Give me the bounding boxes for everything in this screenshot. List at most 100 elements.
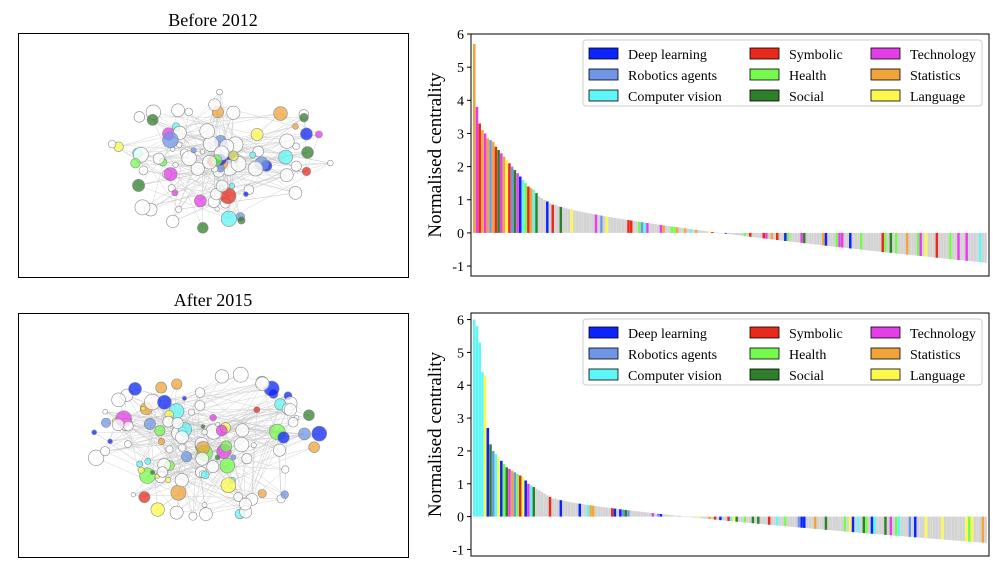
network-edge [110, 414, 170, 442]
network-node [233, 436, 250, 453]
centrality-bar [862, 232, 866, 250]
legend-label: Social [789, 369, 824, 384]
centrality-bar [629, 220, 633, 233]
network-plot-after [18, 313, 409, 558]
network-plot-before [18, 33, 409, 278]
centrality-bar [732, 232, 736, 235]
centrality-bar [589, 213, 592, 233]
network-edge [237, 458, 248, 498]
centrality-bar [778, 232, 782, 241]
centrality-bar [662, 225, 665, 233]
network-node [184, 107, 193, 117]
centrality-bar [897, 232, 901, 254]
network-node [128, 382, 142, 396]
centrality-bar [702, 230, 706, 233]
centrality-bar [527, 186, 530, 233]
centrality-bar [681, 227, 684, 233]
centrality-bar [508, 468, 511, 517]
network-node [279, 133, 295, 149]
centrality-bar [491, 141, 495, 233]
legend-label: Health [789, 348, 826, 363]
centrality-bar [765, 232, 768, 239]
network-node [301, 146, 314, 159]
centrality-bar [962, 232, 966, 261]
network-node [132, 179, 145, 192]
network-edge [147, 452, 205, 462]
network-edge [227, 465, 286, 470]
network-node [181, 451, 193, 463]
centrality-bar [475, 106, 479, 233]
legend-label: Robotics agents [628, 348, 717, 363]
centrality-bar [510, 166, 514, 233]
centrality-bar [867, 232, 871, 251]
network-node [257, 489, 267, 499]
legend-swatch [749, 368, 780, 381]
centrality-bar [954, 516, 958, 541]
network-node [130, 492, 136, 498]
network-node [152, 152, 165, 165]
network-edge [228, 449, 280, 486]
network-node [308, 441, 320, 453]
centrality-bar [762, 516, 766, 525]
centrality-bar [849, 232, 852, 249]
centrality-bar [813, 516, 817, 529]
centrality-bar [927, 232, 931, 257]
centrality-bar [978, 516, 982, 543]
centrality-bar [789, 516, 793, 527]
network-node [214, 454, 221, 461]
network-node [165, 445, 174, 454]
centrality-bar [919, 516, 922, 538]
network-edge [128, 426, 145, 498]
network-edge [147, 447, 204, 476]
centrality-bar [629, 510, 633, 517]
centrality-bar [819, 516, 822, 530]
centrality-bar [524, 183, 527, 233]
centrality-bar [835, 232, 839, 247]
network-edge [212, 383, 263, 418]
network-node [247, 160, 264, 177]
network-node [249, 151, 257, 159]
centrality-bar [643, 512, 646, 517]
centrality-bar [621, 219, 625, 233]
centrality-bar [781, 232, 784, 241]
centrality-bar [754, 232, 757, 238]
centrality-bar [556, 499, 560, 517]
centrality-bar [532, 487, 536, 517]
network-node [201, 501, 208, 508]
centrality-bar [949, 232, 952, 260]
y-tick-label: 4 [457, 379, 464, 394]
centrality-bar [711, 516, 714, 520]
centrality-bar [592, 214, 595, 233]
network-edge [153, 111, 222, 164]
centrality-bar [608, 507, 611, 517]
centrality-bar [838, 232, 841, 248]
legend-label: Statistics [910, 69, 961, 84]
centrality-bar [564, 208, 568, 233]
network-node [143, 418, 156, 430]
centrality-bar [757, 516, 760, 524]
network-node [298, 427, 311, 441]
centrality-bar [724, 232, 728, 234]
centrality-bar [941, 516, 944, 540]
network-node [201, 429, 208, 436]
centrality-bar [965, 232, 968, 261]
y-axis-label: Normalised centrality [425, 72, 446, 238]
network-edge [200, 471, 246, 513]
legend-label: Symbolic [789, 327, 843, 342]
network-node [220, 440, 233, 453]
network-node [101, 417, 112, 428]
network-edge [96, 417, 214, 459]
network-edge [126, 395, 170, 466]
centrality-bar [884, 232, 887, 253]
centrality-bar [886, 232, 890, 253]
centrality-bar [654, 224, 657, 233]
legend-swatch [870, 47, 901, 60]
centrality-bar [908, 232, 912, 255]
network-node [171, 189, 179, 197]
centrality-bar [876, 232, 879, 252]
network-node [169, 505, 184, 520]
network-node [279, 168, 294, 182]
centrality-bar [927, 516, 931, 539]
centrality-bar [889, 516, 893, 536]
centrality-bar [846, 516, 849, 532]
